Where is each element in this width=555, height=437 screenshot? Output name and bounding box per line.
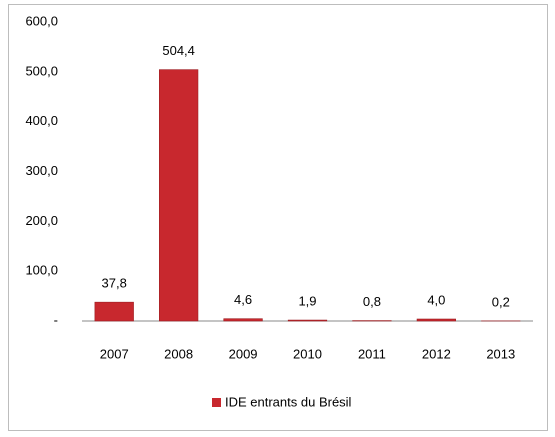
data-label: 4,6 <box>234 292 252 307</box>
bar <box>159 69 199 322</box>
chart-frame <box>8 4 548 431</box>
y-tick-label: 200,0 <box>25 213 58 228</box>
x-tick-label: 2012 <box>422 346 451 361</box>
x-tick-label: 2009 <box>229 346 258 361</box>
data-label: 1,9 <box>298 293 316 308</box>
data-label: 37,8 <box>102 276 127 291</box>
x-tick-label: 2010 <box>293 346 322 361</box>
data-label: 4,0 <box>427 292 445 307</box>
x-tick-label: 2011 <box>358 346 386 361</box>
bar <box>223 318 263 322</box>
bar <box>94 301 134 322</box>
bar <box>287 319 328 322</box>
x-tick-label: 2008 <box>164 346 193 361</box>
data-label: 0,8 <box>363 294 381 309</box>
y-tick-label: - <box>54 312 58 327</box>
y-tick-label: 500,0 <box>25 63 58 78</box>
x-tick-label: 2007 <box>100 346 129 361</box>
data-label: 504,4 <box>162 43 195 58</box>
x-tick-label: 2013 <box>486 346 515 361</box>
y-tick-label: 100,0 <box>25 263 58 278</box>
y-tick-label: 600,0 <box>25 13 58 28</box>
y-tick-label: 300,0 <box>25 163 58 178</box>
y-tick-label: 400,0 <box>25 113 58 128</box>
legend-label: IDE entrants du Brésil <box>225 394 352 409</box>
legend-swatch <box>212 398 221 407</box>
data-label: 0,2 <box>492 294 510 309</box>
bar <box>416 318 456 322</box>
